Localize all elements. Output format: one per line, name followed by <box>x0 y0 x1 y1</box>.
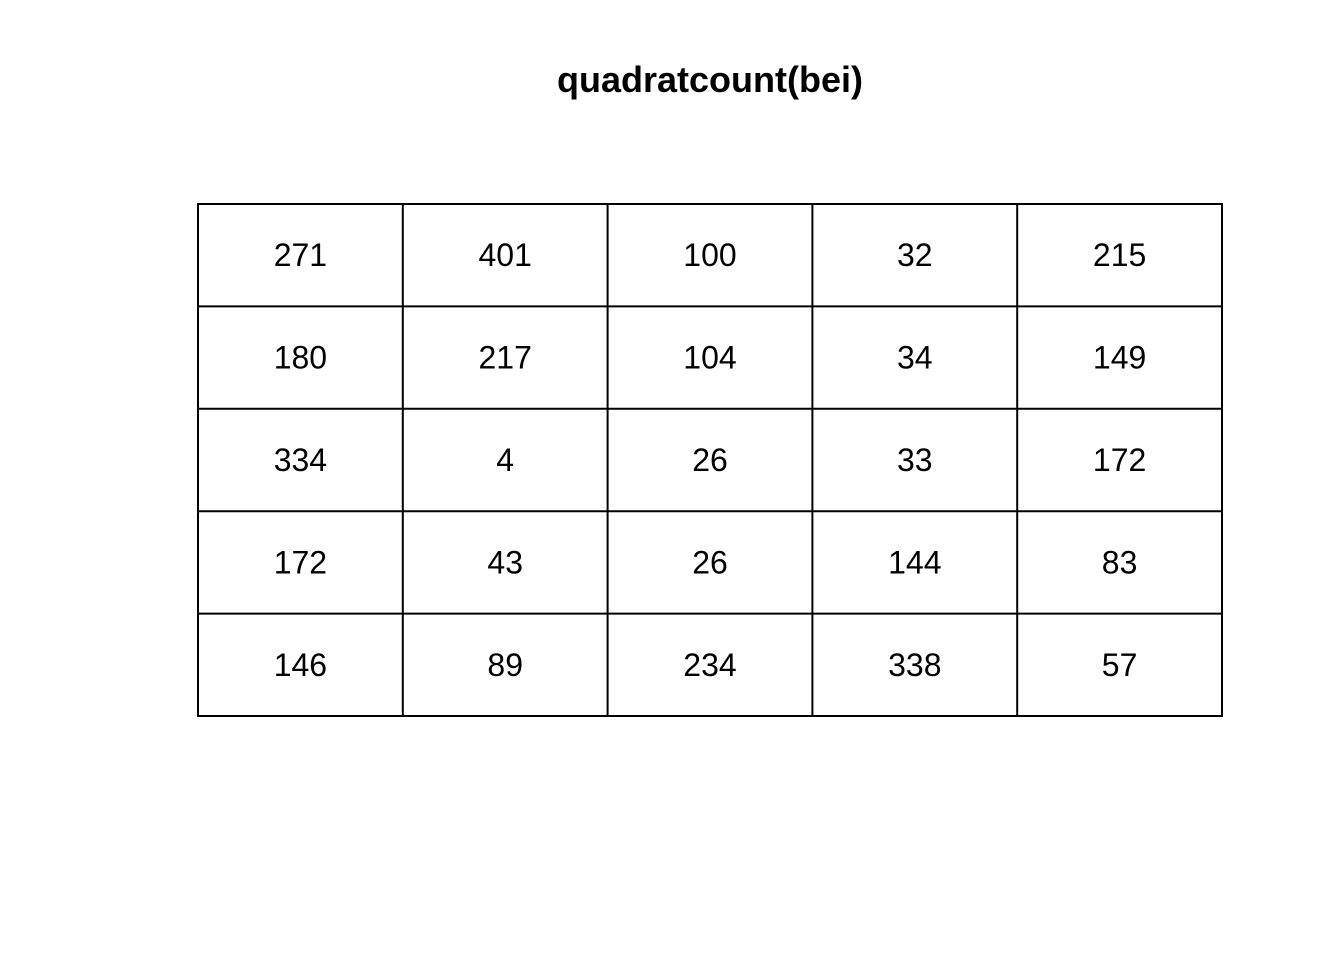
quadrat-count-cell: 104 <box>683 340 736 376</box>
grid-border <box>197 203 1223 717</box>
quadrat-count-cell: 33 <box>897 442 933 478</box>
quadrat-count-cell: 338 <box>888 647 941 683</box>
quadrat-count-cell: 217 <box>479 340 532 376</box>
quadrat-count-cell: 172 <box>1093 442 1146 478</box>
quadrat-count-cell: 144 <box>888 544 941 580</box>
quadrat-count-cell: 180 <box>274 340 327 376</box>
quadrat-count-cell: 43 <box>487 544 523 580</box>
quadrat-count-cell: 215 <box>1093 237 1146 273</box>
quadrat-count-cell: 334 <box>274 442 327 478</box>
quadrat-count-cell: 149 <box>1093 340 1146 376</box>
quadrat-count-cell: 146 <box>274 647 327 683</box>
quadrat-count-cell: 271 <box>274 237 327 273</box>
quadrat-count-cell: 234 <box>683 647 736 683</box>
quadrat-count-cell: 4 <box>496 442 514 478</box>
quadrat-count-cell: 26 <box>692 442 728 478</box>
quadrat-count-cell: 401 <box>479 237 532 273</box>
chart-title: quadratcount(bei) <box>557 59 863 100</box>
quadrat-count-cell: 83 <box>1102 544 1138 580</box>
quadrat-count-cell: 57 <box>1102 647 1138 683</box>
quadrat-count-cell: 32 <box>897 237 933 273</box>
quadrat-count-cell: 89 <box>487 647 523 683</box>
quadrat-count-cell: 172 <box>274 544 327 580</box>
quadrat-count-cell: 26 <box>692 544 728 580</box>
quadrat-count-cell: 34 <box>897 340 933 376</box>
quadrat-count-cell: 100 <box>683 237 736 273</box>
